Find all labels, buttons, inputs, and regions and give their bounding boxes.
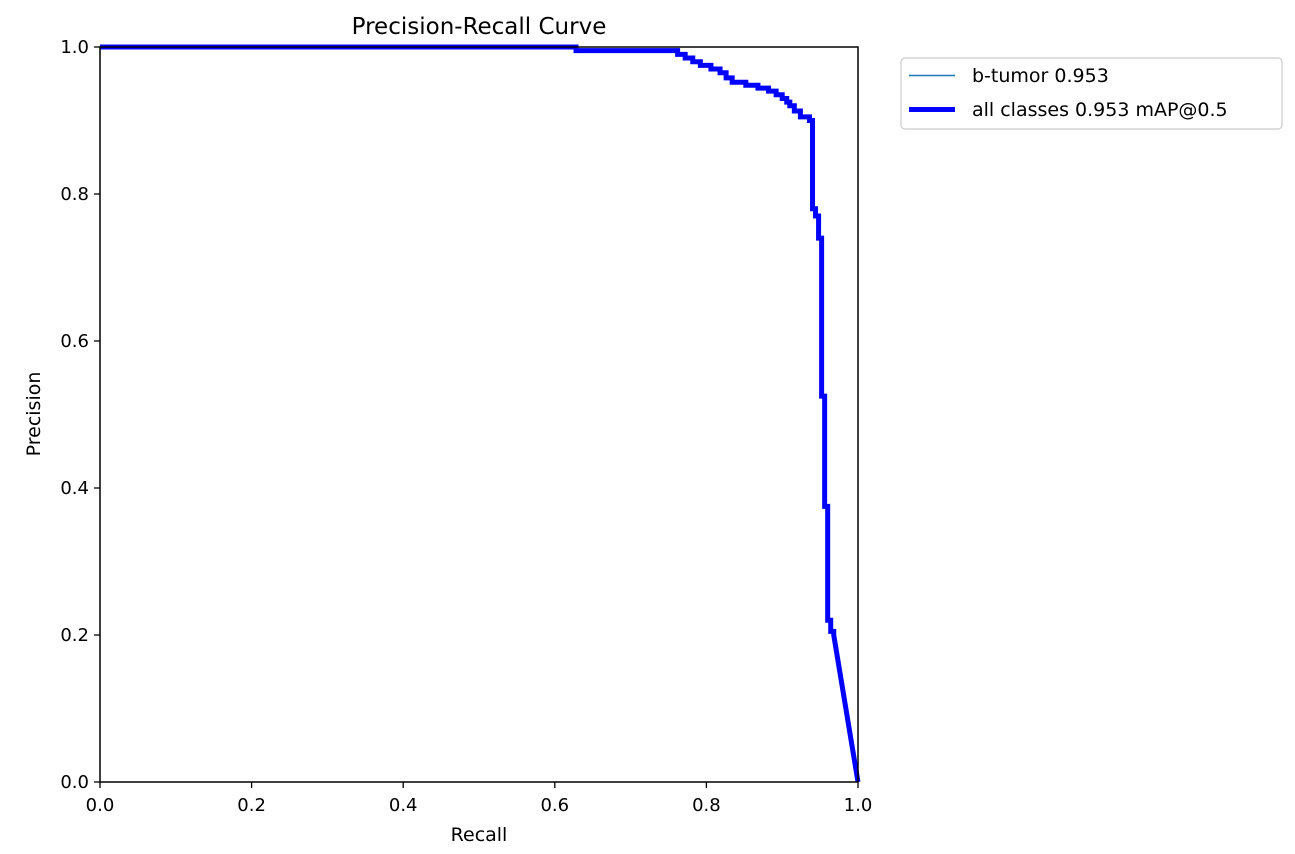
- y-axis-label: Precision: [23, 372, 45, 457]
- y-axis: 0.0 0.2 0.4 0.6 0.8 1.0: [60, 37, 100, 793]
- x-axis-label: Recall: [451, 824, 508, 846]
- x-tick-label-2: 0.4: [389, 795, 418, 816]
- series-layer: [100, 44, 861, 783]
- legend: b-tumor 0.953 all classes 0.953 mAP@0.5: [900, 57, 1283, 130]
- series-line-1: [100, 44, 861, 783]
- y-tick-label-1: 0.2: [60, 625, 89, 646]
- y-tick-label-2: 0.4: [60, 478, 89, 499]
- x-tick-label-5: 1.0: [844, 795, 873, 816]
- y-tick-label-5: 1.0: [60, 37, 89, 58]
- legend-box: [900, 57, 1283, 130]
- legend-label-b-tumor: b-tumor 0.953: [972, 65, 1109, 87]
- x-tick-label-0: 0.0: [86, 795, 115, 816]
- x-tick-label-4: 0.8: [692, 795, 721, 816]
- plot-frame: [99, 46, 859, 783]
- y-tick-label-0: 0.0: [60, 772, 89, 793]
- chart-title: Precision-Recall Curve: [352, 14, 607, 40]
- y-tick-label-4: 0.8: [60, 184, 89, 205]
- x-axis: 0.0 0.2 0.4 0.6 0.8 1.0: [86, 782, 873, 816]
- x-tick-label-3: 0.6: [540, 795, 569, 816]
- y-tick-label-3: 0.6: [60, 331, 89, 352]
- x-tick-label-1: 0.2: [237, 795, 266, 816]
- legend-label-all-classes: all classes 0.953 mAP@0.5: [972, 99, 1228, 121]
